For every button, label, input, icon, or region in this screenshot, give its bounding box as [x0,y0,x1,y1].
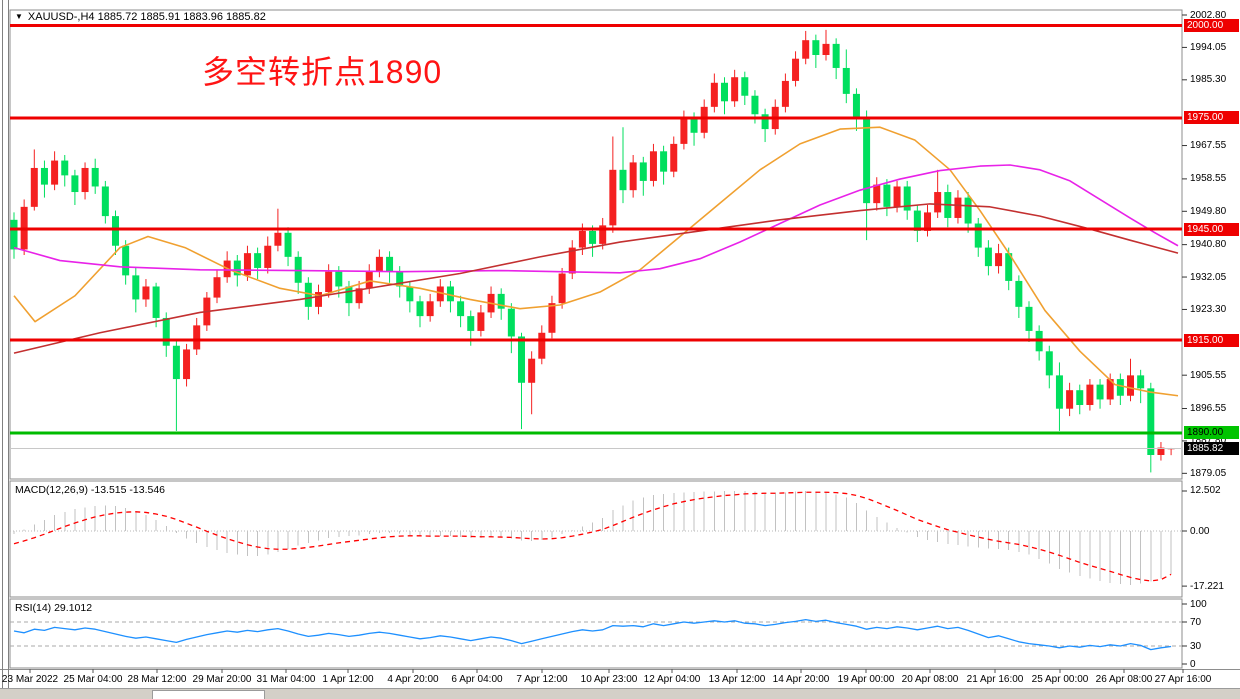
ohlc-readout: XAUUSD-,H4 1885.72 1885.91 1883.96 1885.… [27,11,266,23]
macd-indicator-label: MACD(12,26,9) -13.515 -13.546 [15,484,165,496]
rsi-line [13,618,1172,651]
symbol-dropdown-icon[interactable]: ▼ [15,12,23,21]
chart-title-bar: ▼ XAUUSD-,H4 1885.72 1885.91 1883.96 188… [15,10,266,24]
status-bar-inset [152,690,265,699]
ma-magenta [13,164,1179,274]
ma-darkred [13,203,1179,354]
candles [10,29,1175,473]
ma-orange [13,126,1179,397]
macd-pane[interactable] [9,480,1183,598]
macd-histogram [13,491,1172,585]
macd-signal-line [13,491,1172,582]
window-splitter[interactable] [2,0,9,699]
chart-annotation[interactable]: 多空转折点1890 [202,54,443,90]
main-pane[interactable] [9,9,1183,480]
rsi-indicator-label: RSI(14) 29.1012 [15,602,93,614]
rsi-pane[interactable] [9,598,1183,669]
status-bar [0,688,1240,699]
